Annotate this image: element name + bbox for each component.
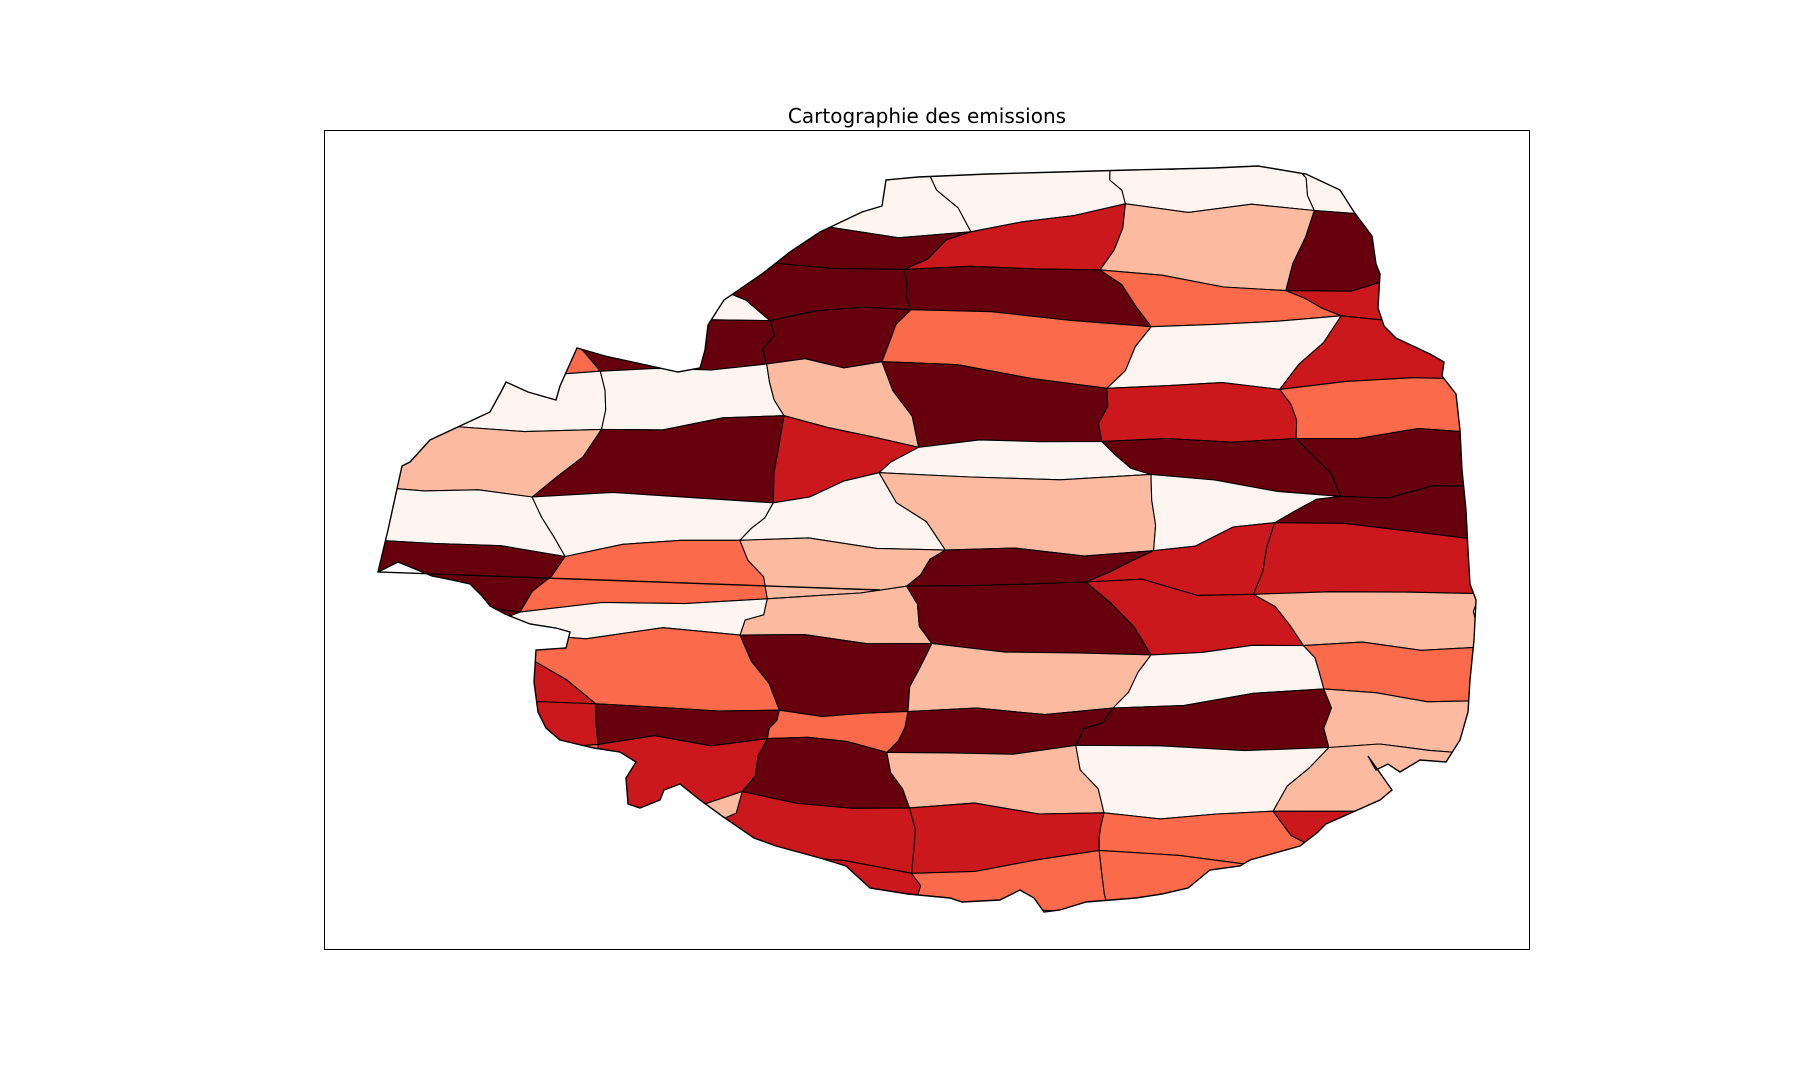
district-region-60: [1302, 641, 1476, 703]
district-region-2: [545, 166, 755, 235]
district-region-5: [1109, 166, 1315, 213]
district-region-6: [1294, 166, 1476, 220]
district-region-30: [1279, 377, 1476, 440]
district-region-7: [378, 212, 550, 273]
district-region-19: [378, 319, 601, 380]
district-region-13: [378, 263, 542, 330]
district-region-79: [378, 849, 558, 912]
district-region-29: [1097, 382, 1298, 443]
map-frame: [324, 130, 1530, 950]
district-region-8: [527, 217, 755, 272]
district-region-54: [1252, 591, 1476, 651]
district-region-3: [739, 166, 972, 239]
district-region-1: [378, 166, 557, 224]
district-polygons: [378, 166, 1476, 912]
map-title: Cartographie des emissions: [787, 104, 1067, 128]
district-region-73: [378, 806, 602, 862]
district-region-78: [1272, 807, 1476, 873]
district-region-70: [886, 744, 1105, 815]
district-region-67: [378, 743, 602, 827]
district-region-83: [1098, 849, 1340, 912]
district-region-80: [548, 844, 741, 912]
district-region-25: [378, 370, 607, 434]
district-region-84: [1294, 859, 1476, 912]
district-region-58: [907, 642, 1152, 716]
district-region-12: [1285, 209, 1476, 292]
district-region-66: [1323, 688, 1476, 755]
district-region-48: [1252, 522, 1476, 595]
district-region-42: [1274, 485, 1476, 541]
district-region-36: [1295, 427, 1476, 499]
district-region-62: [595, 703, 780, 747]
district-region-61: [378, 700, 599, 755]
